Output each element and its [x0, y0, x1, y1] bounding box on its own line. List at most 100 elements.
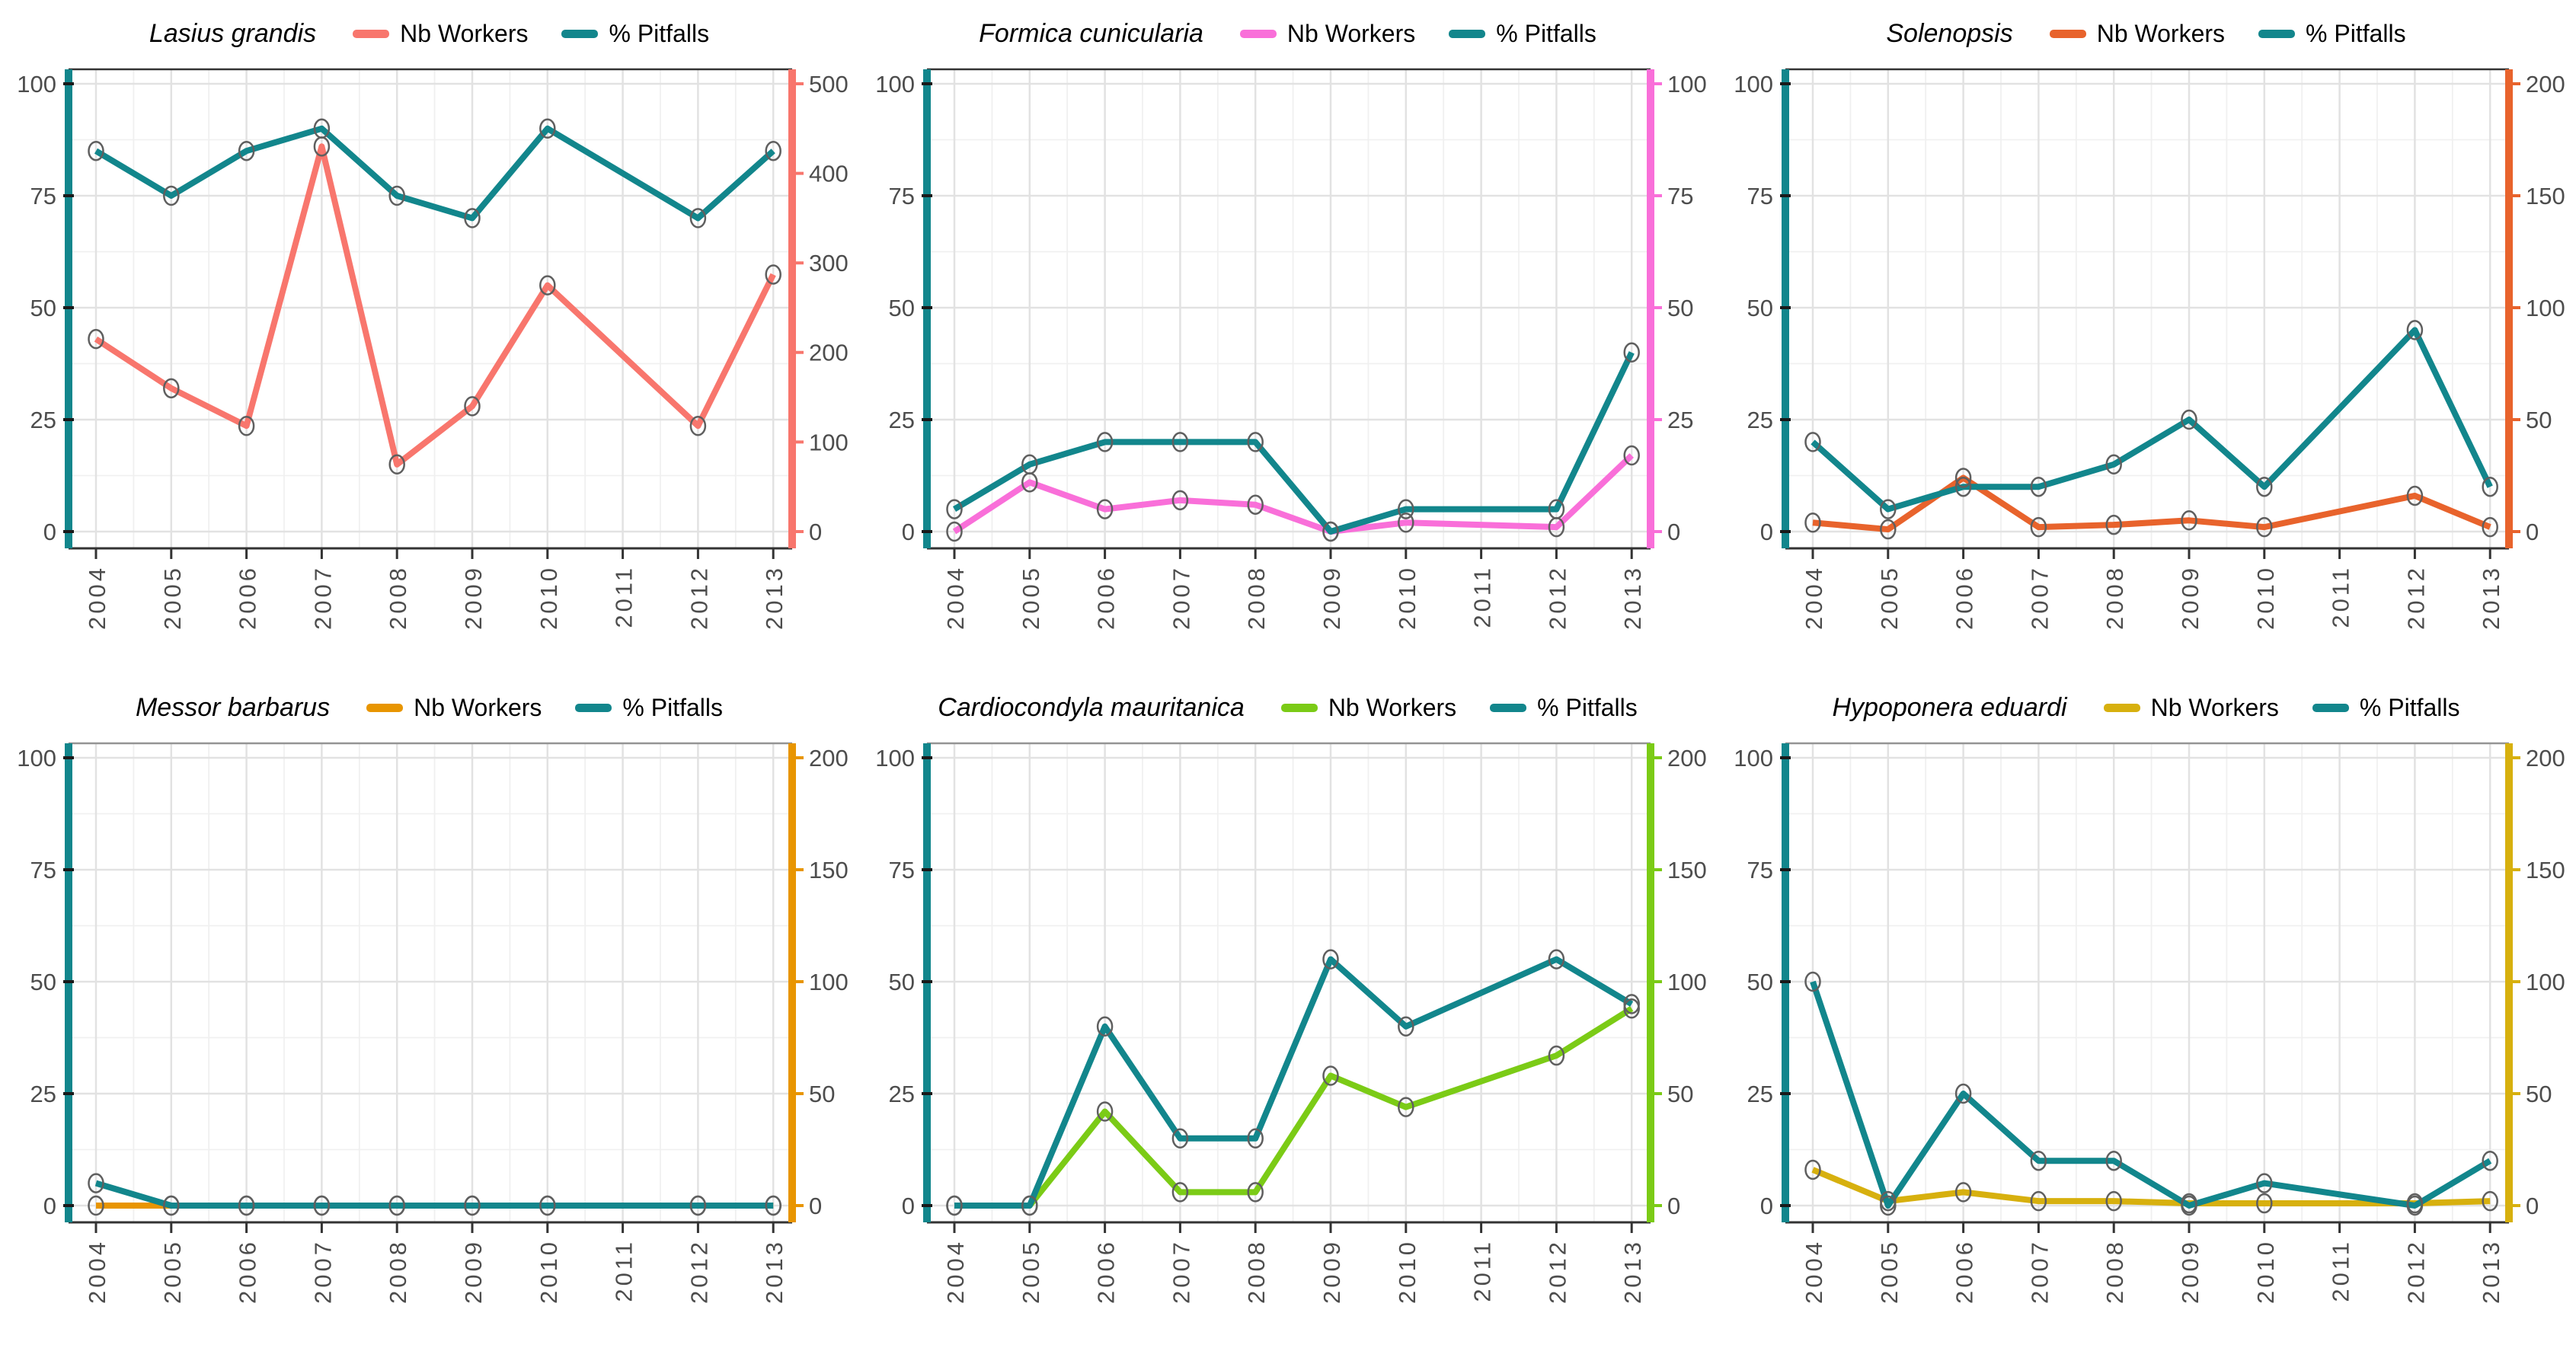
x-tick-label: 2011 [611, 565, 638, 628]
pitfalls-data-point [1021, 454, 1038, 475]
x-tick-label: 2006 [1093, 565, 1120, 630]
y-tick-label-left: 25 [30, 407, 56, 433]
workers-line [94, 143, 776, 468]
workers-data-point [946, 521, 963, 542]
chart-panel-cardiocondyla-mauritanica: Cardiocondyla mauritanica Nb Workers % P… [858, 674, 1717, 1348]
y-axis-left: 0 25 50 75 100 [1734, 69, 1791, 548]
workers-data-point [1398, 512, 1414, 533]
pitfalls-legend-swatch [2312, 703, 2349, 712]
plot-svg: 2004 2005 2006 2007 2008 2009 2010 2011 2012 2013… [1734, 68, 2565, 630]
workers-data-point [539, 275, 556, 295]
pitfalls-data-point [1548, 499, 1565, 519]
y-tick-label-left: 25 [1747, 1081, 1773, 1107]
x-tick-label: 2013 [2478, 565, 2504, 630]
pitfalls-data-point [2256, 476, 2273, 497]
x-tick-label: 2004 [84, 1239, 110, 1304]
plot-area: 2004 2005 2006 2007 2008 2009 2010 2011 2012 2013… [0, 741, 858, 1348]
x-tick-label: 2008 [1243, 1239, 1270, 1304]
y-tick-label-left: 50 [1747, 969, 1773, 995]
pitfalls-legend-swatch [575, 703, 612, 712]
pitfalls-data-point [2030, 476, 2047, 497]
workers-data-point [1322, 1065, 1339, 1086]
pitfalls-data-point [2482, 1150, 2498, 1171]
data-point-markers [1804, 320, 2498, 540]
gridlines [1785, 69, 2509, 548]
pitfalls-legend-swatch [1490, 703, 1527, 712]
y-tick-label-left: 100 [17, 71, 56, 97]
y-tick-label-left: 50 [889, 295, 915, 321]
pitfalls-data-point [2105, 454, 2122, 475]
pitfalls-data-point [313, 1195, 331, 1216]
x-tick-label: 2012 [686, 565, 712, 630]
workers-line [954, 1005, 1634, 1209]
pitfalls-data-point [1804, 971, 1821, 992]
y-tick-label-right: 400 [809, 160, 849, 187]
y-tick-label-left: 50 [30, 295, 56, 321]
y-tick-label-left: 50 [30, 969, 56, 995]
gridlines [927, 743, 1651, 1222]
x-axis: 2004 2005 2006 2007 2008 2009 2010 2011 2012 2013 [927, 1221, 1651, 1304]
y-tick-label-right: 150 [1667, 857, 1707, 883]
x-tick-label: 2004 [1801, 565, 1827, 630]
pitfalls-data-point [2030, 1150, 2047, 1171]
y-tick-label-left: 25 [1747, 407, 1773, 433]
workers-data-point [2482, 516, 2498, 538]
x-axis: 2004 2005 2006 2007 2008 2009 2010 2011 2012 2013 [69, 547, 792, 630]
x-tick-label: 2013 [761, 565, 788, 630]
data-point-markers [946, 949, 1640, 1216]
pitfalls-data-point [689, 208, 707, 228]
y-tick-label-left: 50 [889, 969, 915, 995]
y-axis-right: 0 50 100 150 200 [2505, 743, 2565, 1222]
y-tick-label-left: 100 [17, 745, 56, 771]
workers-legend-swatch [366, 703, 404, 712]
x-tick-label: 2012 [2402, 565, 2429, 630]
plot-area: 2004 2005 2006 2007 2008 2009 2010 2011 2012 2013… [0, 67, 858, 674]
pitfalls-data-point [238, 1195, 255, 1216]
x-tick-label: 2009 [1318, 1239, 1345, 1304]
pitfalls-data-point [1880, 1195, 1897, 1216]
pitfalls-data-point [1096, 1016, 1114, 1037]
workers-line [1811, 1167, 2491, 1207]
x-tick-label: 2006 [235, 565, 261, 630]
workers-data-point [1398, 1097, 1414, 1117]
y-tick-label-right: 150 [2526, 857, 2565, 883]
x-tick-label: 2005 [159, 1239, 186, 1304]
y-tick-label-left: 100 [1734, 71, 1773, 97]
pitfalls-data-point [388, 185, 405, 206]
workers-data-point [1880, 519, 1897, 540]
workers-data-point [388, 454, 405, 475]
x-tick-label: 2007 [1168, 565, 1194, 630]
plot-area: 2004 2005 2006 2007 2008 2009 2010 2011 2012 2013… [1717, 741, 2575, 1348]
y-tick-label-left: 25 [889, 407, 915, 433]
pitfalls-data-point [1398, 499, 1414, 519]
y-tick-label-left: 75 [889, 857, 915, 883]
y-tick-label-right: 50 [1667, 295, 1693, 321]
y-tick-label-right: 500 [809, 71, 849, 97]
chart-panel-solenopsis: Solenopsis Nb Workers % Pitfalls 2004 200… [1717, 0, 2575, 674]
workers-data-point [88, 1195, 104, 1216]
x-tick-label: 2008 [385, 1239, 411, 1304]
x-tick-label: 2009 [1318, 565, 1345, 630]
data-point-markers [88, 1173, 781, 1216]
x-tick-label: 2005 [1876, 565, 1903, 630]
x-tick-label: 2012 [2402, 1239, 2429, 1304]
y-axis-left: 0 25 50 75 100 [1734, 743, 1791, 1222]
data-point-markers [946, 342, 1640, 542]
workers-data-point [2105, 1190, 2122, 1212]
y-tick-label-right: 0 [1667, 1193, 1680, 1219]
workers-data-point [2030, 516, 2047, 538]
x-tick-label: 2009 [460, 565, 487, 630]
y-tick-label-right: 200 [2526, 745, 2565, 771]
pitfalls-data-point [1247, 432, 1264, 452]
x-tick-label: 2006 [1951, 1239, 1978, 1304]
panel-header: Formica cunicularia Nb Workers % Pitfall… [858, 0, 1717, 67]
pitfalls-legend-label: % Pitfalls [2306, 19, 2406, 47]
workers-legend-swatch [353, 29, 390, 38]
plot-svg: 2004 2005 2006 2007 2008 2009 2010 2011 2012 2013… [1734, 742, 2565, 1304]
y-tick-label-right: 100 [2526, 969, 2565, 995]
y-tick-label-left: 50 [1747, 295, 1773, 321]
pitfalls-legend-label: % Pitfalls [2359, 693, 2460, 721]
x-tick-label: 2007 [2026, 1239, 2053, 1304]
y-tick-label-right: 100 [809, 429, 849, 455]
y-tick-label-right: 0 [1667, 519, 1680, 545]
